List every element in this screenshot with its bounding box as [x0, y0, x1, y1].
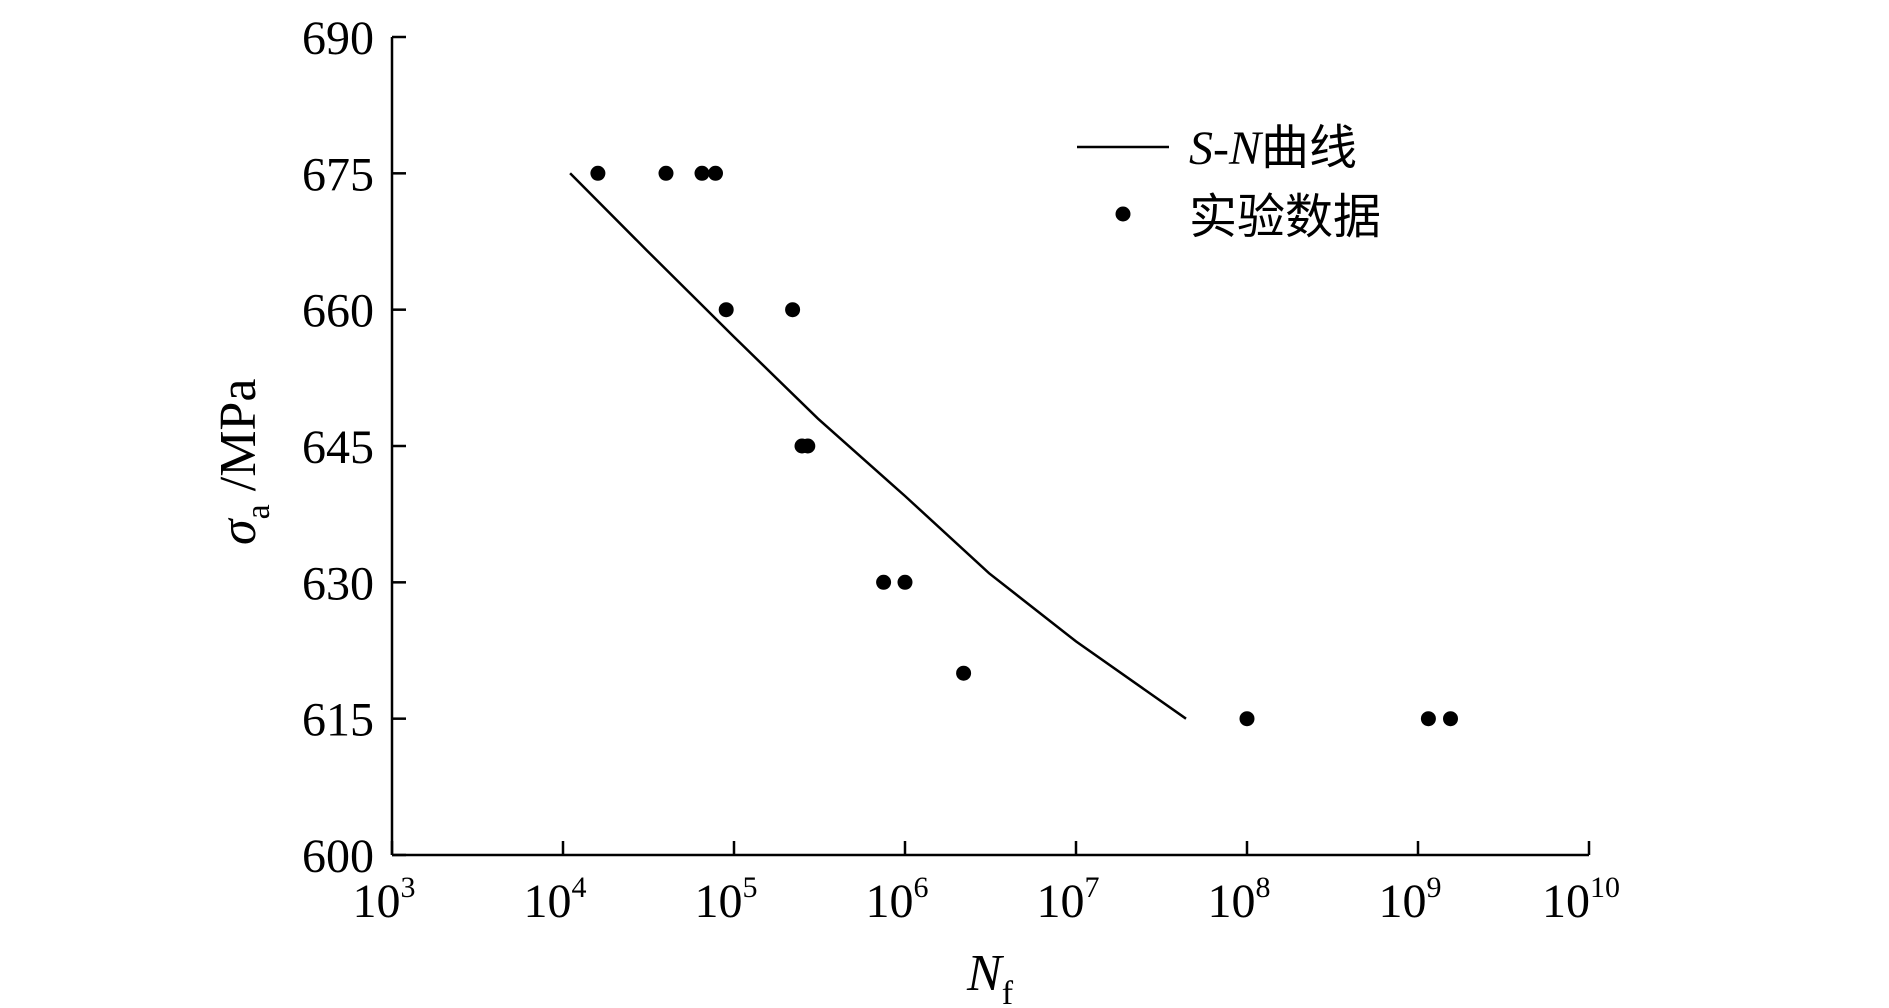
- legend-point-swatch: [1115, 206, 1131, 222]
- x-tick-label-base: 10: [353, 875, 401, 928]
- data-point: [876, 574, 892, 590]
- y-tick-label: 600: [302, 830, 374, 883]
- data-point: [590, 165, 606, 181]
- y-axis-title-symbol: σ: [210, 517, 267, 545]
- y-axis-title: σa /MPa: [210, 379, 277, 545]
- x-tick-label-base: 10: [1379, 875, 1427, 928]
- x-tick-label: 107: [1037, 871, 1100, 928]
- legend-line-label-italic: S-N: [1189, 122, 1264, 175]
- x-tick-label: 108: [1208, 871, 1271, 928]
- y-tick-label: 630: [302, 557, 374, 610]
- data-point: [718, 302, 734, 318]
- x-tick-label-base: 10: [1542, 875, 1590, 928]
- data-point: [1239, 711, 1255, 727]
- legend-point-label: 实验数据: [1189, 191, 1381, 244]
- data-point: [1420, 711, 1436, 727]
- y-tick-label: 645: [302, 421, 374, 474]
- x-tick-label-exponent: 5: [743, 871, 758, 904]
- x-ticks: 103 104 105 106 107 108 109 1010: [353, 841, 1620, 928]
- x-tick-label-exponent: 7: [1085, 871, 1100, 904]
- sn-curve-series: [569, 172, 1187, 720]
- x-tick-label-base: 10: [1208, 875, 1256, 928]
- axes: [390, 37, 1589, 857]
- legend-line-label: S-N曲线: [1189, 122, 1357, 175]
- x-tick-label-exponent: 8: [1256, 871, 1271, 904]
- y-axis-title-subscript: a: [240, 504, 277, 519]
- x-tick-label: 1010: [1542, 871, 1620, 928]
- x-tick-label-base: 10: [695, 875, 743, 928]
- data-point: [658, 165, 674, 181]
- x-tick-label: 106: [866, 871, 929, 928]
- x-tick-label: 109: [1379, 871, 1442, 928]
- x-tick-label: 104: [524, 871, 587, 928]
- x-tick-label-exponent: 9: [1427, 871, 1442, 904]
- x-tick-label-base: 10: [866, 875, 914, 928]
- data-point: [1443, 711, 1458, 727]
- data-point: [800, 438, 816, 454]
- y-tick-label: 660: [302, 285, 374, 338]
- x-tick-label-exponent: 3: [401, 871, 416, 904]
- y-tick-label: 615: [302, 694, 374, 747]
- x-tick-label: 103: [353, 871, 416, 928]
- data-point: [708, 165, 723, 181]
- legend-line-label-text: 曲线: [1261, 122, 1357, 175]
- x-tick-label-exponent: 6: [914, 871, 929, 904]
- y-ticks: 690 675 660 645 630 615 600: [302, 12, 406, 883]
- x-tick-label-exponent: 4: [572, 871, 587, 904]
- data-point: [956, 665, 972, 681]
- data-point: [897, 574, 913, 590]
- x-axis-title-subscript: f: [1002, 975, 1014, 1008]
- data-point: [694, 165, 710, 181]
- data-point: [785, 302, 801, 318]
- y-axis-title-unit: /MPa: [210, 379, 267, 505]
- y-tick-label: 690: [302, 12, 374, 65]
- sn-curve-line: [569, 172, 1187, 720]
- x-tick-label-base: 10: [524, 875, 572, 928]
- y-tick-label: 675: [302, 148, 374, 201]
- experimental-data-series: [590, 165, 1458, 727]
- legend: S-N曲线 实验数据: [1077, 122, 1381, 244]
- x-axis-title-symbol: N: [966, 945, 1005, 1002]
- x-tick-label-base: 10: [1037, 875, 1085, 928]
- x-axis-title: Nf: [966, 945, 1014, 1008]
- x-tick-label-exponent: 10: [1590, 871, 1620, 904]
- x-tick-label: 105: [695, 871, 758, 928]
